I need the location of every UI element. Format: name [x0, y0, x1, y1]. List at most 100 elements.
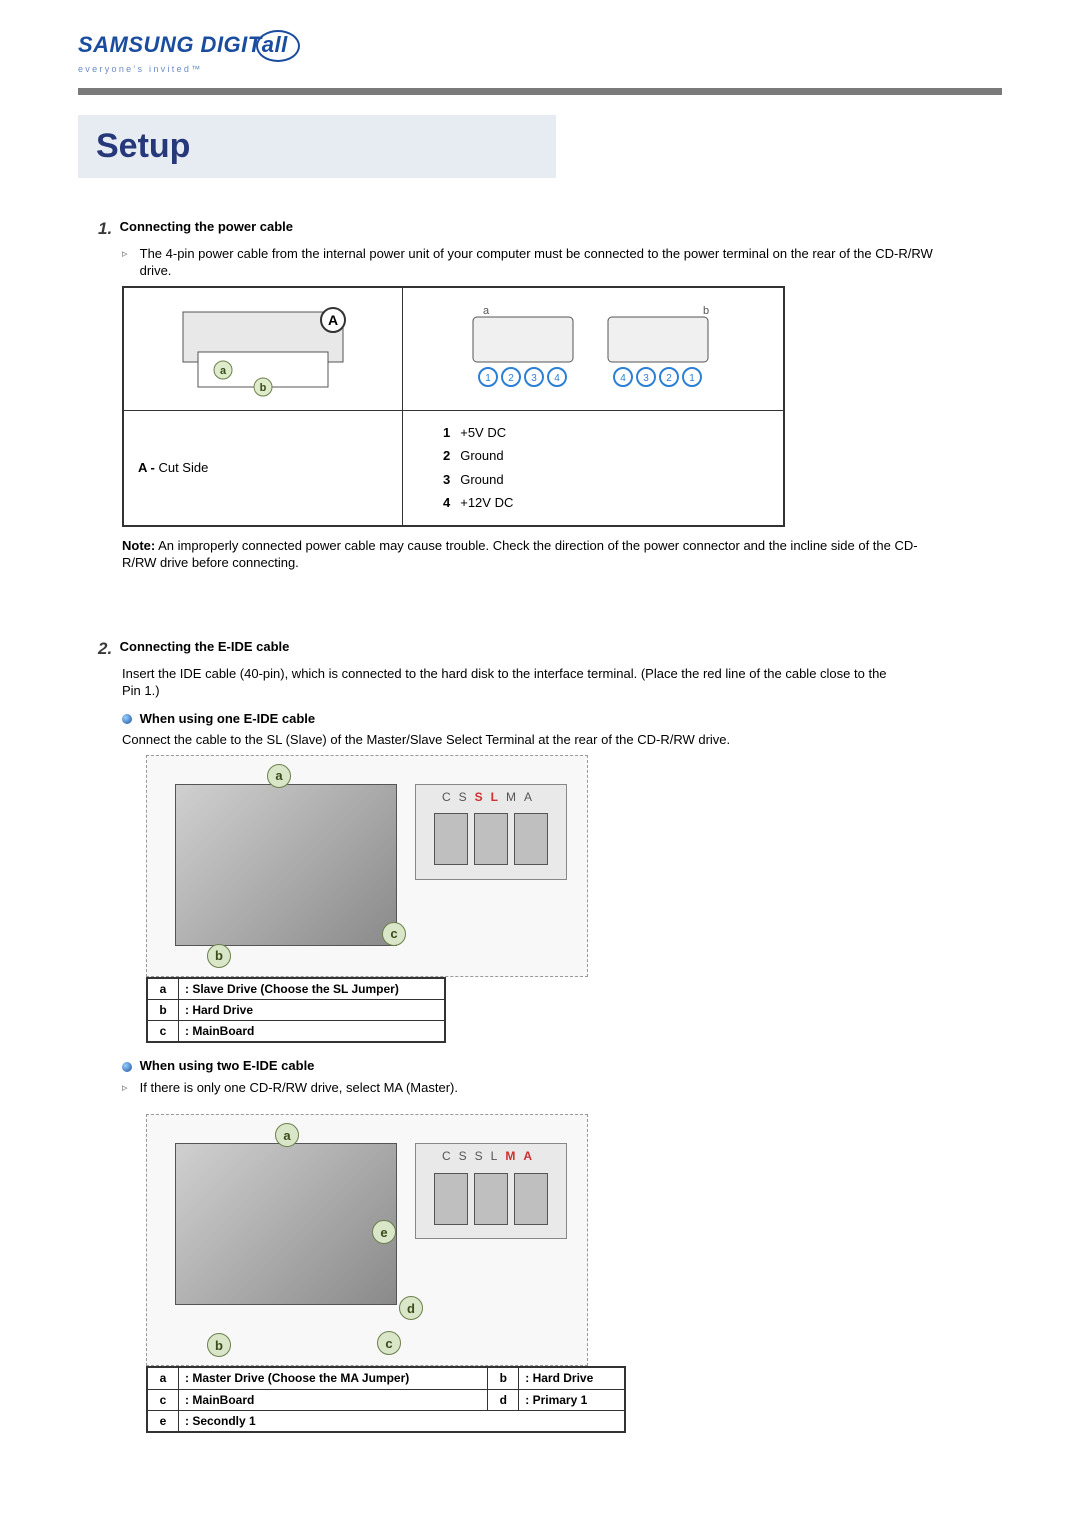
jumper-cs: CS: [442, 790, 475, 804]
svg-text:a: a: [220, 365, 227, 377]
svg-text:A: A: [328, 312, 338, 328]
note-label: Note:: [122, 538, 155, 553]
svg-text:3: 3: [643, 373, 649, 384]
note-text: An improperly connected power cable may …: [122, 538, 918, 571]
svg-text:2: 2: [508, 373, 514, 384]
badge-a: a: [267, 764, 291, 788]
two-cable-diagram: a b c d e CSSLMA: [146, 1114, 588, 1366]
cut-side-text: Cut Side: [158, 460, 208, 475]
pin-num: 4: [443, 495, 450, 510]
bullet-icon: [122, 714, 132, 724]
pin-list-cell: 1 +5V DC 2 Ground 3 Ground 4 +12V DC: [403, 411, 785, 526]
svg-text:b: b: [703, 305, 709, 317]
one-cable-section: When using one E-IDE cable Connect the c…: [122, 710, 978, 1044]
badge-c: c: [377, 1331, 401, 1355]
jumper-ma: MA: [505, 1149, 540, 1163]
bullet-icon: [122, 1062, 132, 1072]
step-1-heading: Connecting the power cable: [120, 219, 293, 234]
pin-txt: +12V DC: [460, 495, 513, 510]
badge-b: b: [207, 1333, 231, 1357]
legend-val: : Master Drive (Choose the MA Jumper): [179, 1367, 488, 1389]
step-1-note: Note: An improperly connected power cabl…: [122, 537, 942, 572]
pin-num: 2: [443, 448, 450, 463]
pin-row: 2 Ground: [443, 444, 743, 467]
pin-num: 1: [443, 425, 450, 440]
brand-text: SAMSUNG DIGITall: [78, 32, 300, 57]
jumper-cs: CS: [442, 1149, 475, 1163]
jumper-block-sl: CSSLMA: [415, 784, 567, 880]
jumper-pins: [434, 1173, 548, 1225]
step-1: 1. Connecting the power cable ▹ The 4-pi…: [98, 218, 978, 572]
drive-illustration: [175, 1143, 397, 1305]
legend-val: : Primary 1: [519, 1389, 625, 1410]
title-spacer: [556, 115, 1002, 178]
step-number-1-icon: 1.: [98, 218, 116, 241]
svg-text:2: 2: [666, 373, 672, 384]
cut-side-label-cell: A - Cut Side: [123, 411, 403, 526]
svg-text:1: 1: [485, 373, 491, 384]
svg-text:b: b: [260, 382, 267, 394]
two-cable-legend: a: Master Drive (Choose the MA Jumper) b…: [146, 1366, 626, 1433]
legend-key: a: [147, 1367, 179, 1389]
step-2: 2. Connecting the E-IDE cable Insert the…: [98, 638, 978, 1433]
legend-key: a: [147, 978, 179, 1000]
step-1-body: The 4-pin power cable from the internal …: [140, 245, 960, 280]
header-rule: [78, 88, 1002, 95]
two-cable-section: When using two E-IDE cable ▹ If there is…: [122, 1057, 978, 1433]
badge-d: d: [399, 1296, 423, 1320]
legend-val: : MainBoard: [179, 1021, 446, 1043]
title-bar: Setup: [78, 115, 1002, 178]
connector-side-svg: a b A: [153, 292, 373, 402]
two-cable-heading: When using two E-IDE cable: [140, 1058, 315, 1073]
arrow-icon: ▹: [122, 1081, 132, 1096]
legend-val: : Slave Drive (Choose the SL Jumper): [179, 978, 446, 1000]
svg-text:1: 1: [689, 373, 695, 384]
step-1-body-row: ▹ The 4-pin power cable from the interna…: [122, 245, 978, 280]
one-cable-body: Connect the cable to the SL (Slave) of t…: [122, 731, 922, 749]
badge-c: c: [382, 922, 406, 946]
legend-val: : Secondly 1: [179, 1410, 626, 1432]
brand-tagline: everyone's invited™: [78, 64, 1080, 74]
pin-txt: Ground: [460, 472, 503, 487]
power-diagram-table: a b A a 1 2: [122, 286, 785, 527]
cut-side-prefix: A -: [138, 460, 158, 475]
jumper-sl: SL: [475, 1149, 506, 1163]
pin-row: 3 Ground: [443, 468, 743, 491]
pin-num: 3: [443, 472, 450, 487]
page-title: Setup: [78, 115, 556, 178]
brand-oval: all: [256, 30, 300, 62]
pin-txt: Ground: [460, 448, 503, 463]
legend-val: : MainBoard: [179, 1389, 488, 1410]
one-cable-heading: When using one E-IDE cable: [140, 711, 316, 726]
jumper-label-row: CSSLMA: [442, 1148, 540, 1164]
two-cable-body-row: ▹ If there is only one CD-R/RW drive, se…: [122, 1079, 978, 1097]
legend-key: e: [147, 1410, 179, 1432]
connector-pin-svg: a 1 2 3 4 b 4 3 2 1: [453, 292, 733, 402]
legend-key: d: [488, 1389, 519, 1410]
legend-key: b: [147, 1000, 179, 1021]
badge-b: b: [207, 944, 231, 968]
svg-text:4: 4: [554, 373, 560, 384]
one-cable-diagram: a b c CSSLMA: [146, 755, 588, 977]
jumper-sl: SL: [475, 790, 506, 804]
pin-txt: +5V DC: [460, 425, 506, 440]
jumper-block-ma: CSSLMA: [415, 1143, 567, 1239]
step-2-body: Insert the IDE cable (40-pin), which is …: [122, 665, 902, 700]
diagram-connector-side-view: a b A: [123, 287, 403, 411]
legend-val: : Hard Drive: [519, 1367, 625, 1389]
pin-row: 1 +5V DC: [443, 421, 743, 444]
pin-row: 4 +12V DC: [443, 491, 743, 514]
content-area: 1. Connecting the power cable ▹ The 4-pi…: [98, 218, 978, 1433]
legend-key: c: [147, 1021, 179, 1043]
arrow-icon: ▹: [122, 247, 132, 262]
legend-val: : Hard Drive: [179, 1000, 446, 1021]
brand-logo: SAMSUNG DIGITall everyone's invited™: [0, 0, 1080, 74]
jumper-ma: MA: [506, 790, 540, 804]
step-1-figure-wrap: a b A a 1 2: [122, 286, 978, 527]
svg-text:4: 4: [620, 373, 626, 384]
svg-text:3: 3: [531, 373, 537, 384]
svg-text:a: a: [483, 305, 490, 317]
diagram-connector-pinout: a 1 2 3 4 b 4 3 2 1: [403, 287, 785, 411]
one-cable-legend: a: Slave Drive (Choose the SL Jumper) b:…: [146, 977, 446, 1044]
jumper-pins: [434, 813, 548, 865]
